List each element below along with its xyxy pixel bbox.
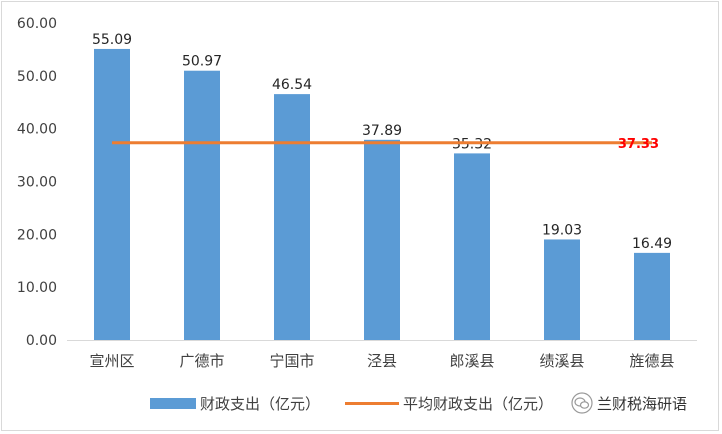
bar-data-label: 16.49	[632, 236, 672, 252]
bar	[274, 94, 310, 340]
average-data-label: 37.33	[618, 137, 659, 152]
x-tick-label: 广德市	[179, 352, 224, 370]
y-axis: 0.00 10.00 20.00 30.00 40.00 50.00 60.00	[17, 16, 57, 349]
x-tick-label: 绩溪县	[539, 352, 584, 370]
bar-data-label: 55.09	[92, 32, 132, 48]
average-line-group: 37.33	[112, 137, 659, 152]
legend-item-line: 平均财政支出（亿元）	[345, 388, 553, 418]
legend-bar-swatch	[150, 397, 196, 409]
y-tick-label: 40.00	[17, 122, 57, 138]
x-tick-label: 宣州区	[89, 352, 134, 370]
x-tick-label: 宁国市	[269, 352, 314, 370]
legend: 财政支出（亿元） 平均财政支出（亿元）	[0, 388, 722, 418]
bar	[94, 48, 130, 341]
y-tick-label: 10.00	[17, 280, 57, 296]
watermark: 兰财税海研语	[567, 388, 692, 418]
legend-item-bar: 财政支出（亿元）	[150, 388, 320, 418]
bar-data-label: 46.54	[272, 77, 312, 93]
legend-line-label: 平均财政支出（亿元）	[403, 394, 554, 413]
bar	[364, 139, 400, 340]
legend-bar-label: 财政支出（亿元）	[200, 394, 321, 413]
bars-group	[94, 48, 670, 341]
y-tick-label: 20.00	[17, 227, 57, 243]
bar	[634, 252, 670, 340]
bar-data-label: 50.97	[182, 54, 222, 70]
x-axis: 宣州区 广德市 宁国市 泾县 郎溪县 绩溪县 旌德县	[67, 340, 697, 370]
bar-chart: 0.00 10.00 20.00 30.00 40.00 50.00 60.00 55.09…	[17, 16, 697, 370]
watermark-text: 兰财税海研语	[597, 394, 688, 413]
y-tick-label: 50.00	[17, 69, 57, 85]
x-tick-label: 旌德县	[629, 352, 674, 370]
x-tick-label: 郎溪县	[449, 352, 494, 370]
bar-data-labels: 55.09 50.97 46.54 37.89 35.32 19.03 16.49	[92, 32, 672, 252]
bar-data-label: 35.32	[452, 136, 492, 152]
legend-line-swatch	[345, 401, 399, 405]
bar-data-label: 37.89	[362, 123, 402, 139]
x-tick-label: 泾县	[367, 352, 397, 370]
bar	[544, 239, 580, 340]
bar	[454, 153, 490, 340]
bar	[184, 70, 220, 341]
y-tick-label: 0.00	[26, 333, 57, 349]
bar-data-label: 19.03	[542, 222, 582, 238]
wechat-logo-icon	[571, 392, 593, 414]
y-tick-label: 30.00	[17, 175, 57, 191]
y-tick-label: 60.00	[17, 16, 57, 32]
